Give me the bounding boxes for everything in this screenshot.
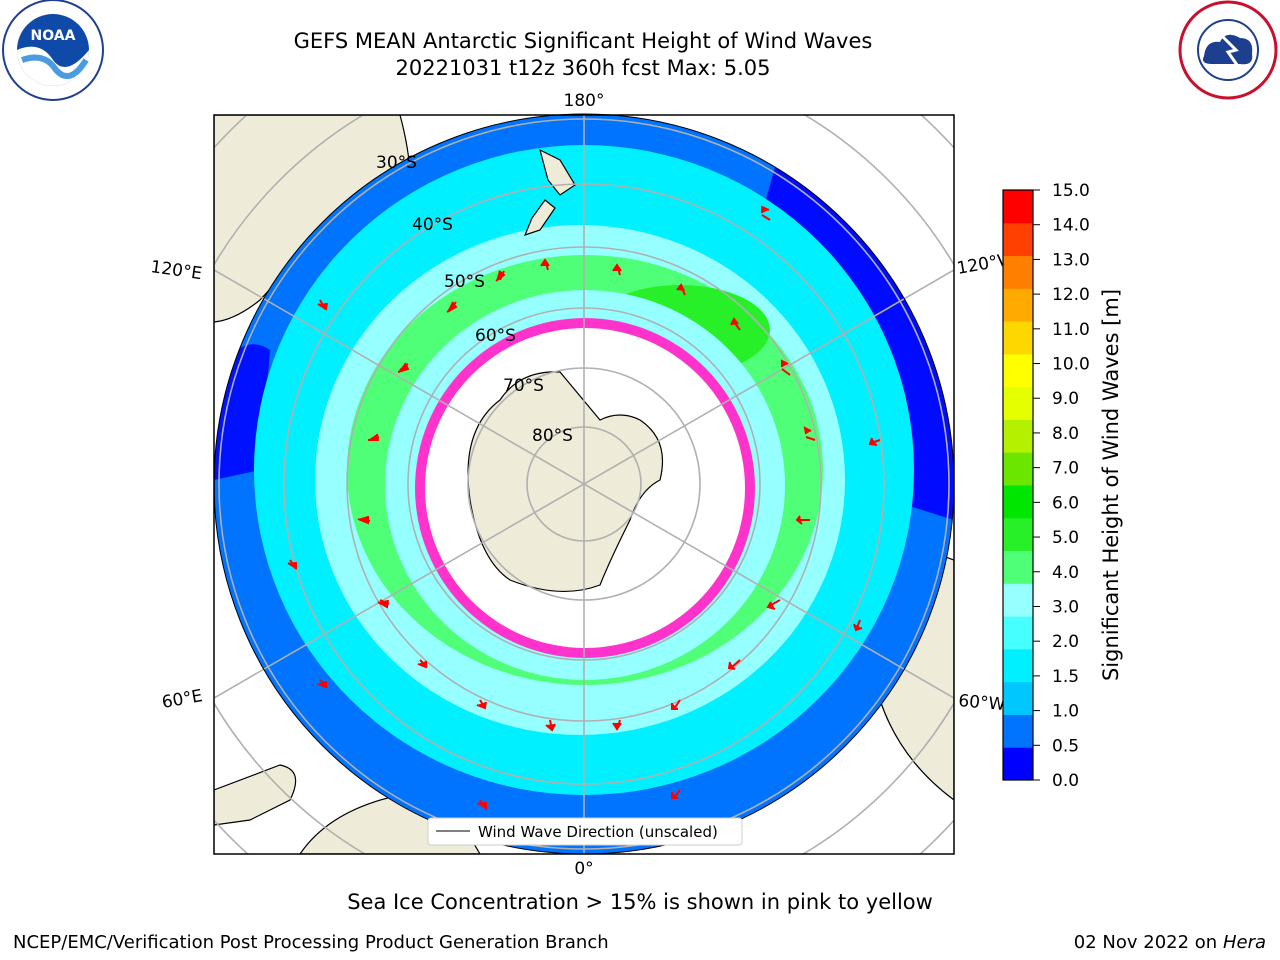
map-legend-label: Wind Wave Direction (unscaled) bbox=[478, 823, 718, 841]
colorbar: 0.0 0.5 1.0 1.5 2.0 3.0 4.0 5.0 6.0 7.0 8.0 9.0 10.0… bbox=[1002, 181, 1123, 791]
colorbar-swatch bbox=[1003, 321, 1033, 355]
colorbar-tick-label: 13.0 bbox=[1052, 250, 1090, 270]
lat-label-70s: 70°S bbox=[503, 376, 544, 396]
lat-label-80s: 80°S bbox=[532, 426, 573, 446]
credit-text: NCEP/EMC/Verification Post Processing Pr… bbox=[13, 932, 609, 953]
colorbar-tick-label: 10.0 bbox=[1052, 355, 1090, 375]
colorbar-swatch bbox=[1003, 616, 1033, 650]
run-host: Hera bbox=[1222, 932, 1266, 953]
map-title: GEFS MEAN Antarctic Significant Height o… bbox=[293, 29, 873, 53]
colorbar-tick-label: 6.0 bbox=[1052, 493, 1079, 513]
colorbar-tick-label: 0.0 bbox=[1052, 771, 1079, 791]
lat-label-30s: 30°S bbox=[376, 153, 417, 173]
noaa-logo: NOAA bbox=[2, 0, 104, 101]
colorbar-swatch bbox=[1003, 452, 1033, 486]
colorbar-tick-label: 2.0 bbox=[1052, 632, 1079, 652]
colorbar-swatch bbox=[1003, 386, 1033, 420]
colorbar-swatch bbox=[1003, 353, 1033, 388]
lat-label-40s: 40°S bbox=[412, 215, 453, 235]
lon-label-bottom: 0° bbox=[574, 859, 593, 879]
colorbar-swatch bbox=[1003, 583, 1033, 617]
run-date: 02 Nov 2022 on Hera bbox=[1074, 932, 1266, 953]
colorbar-swatch bbox=[1003, 222, 1033, 257]
colorbar-tick-label: 0.5 bbox=[1052, 736, 1079, 756]
colorbar-label: Significant Height of Wind Waves [m] bbox=[1099, 289, 1123, 681]
colorbar-tick-label: 4.0 bbox=[1052, 563, 1079, 583]
colorbar-swatch bbox=[1003, 419, 1033, 453]
colorbar-swatch bbox=[1003, 550, 1033, 584]
lat-label-50s: 50°S bbox=[444, 272, 485, 292]
colorbar-tick-label: 1.5 bbox=[1052, 667, 1079, 687]
noaa-logo-text: NOAA bbox=[31, 28, 76, 44]
map-subtitle: 20221031 t12z 360h fcst Max: 5.05 bbox=[395, 56, 771, 80]
colorbar-tick-label: 11.0 bbox=[1052, 320, 1090, 340]
colorbar-tick-label: 1.0 bbox=[1052, 702, 1079, 722]
colorbar-tick-label: 8.0 bbox=[1052, 424, 1079, 444]
lon-label-lower-right: 60°W bbox=[958, 691, 1007, 715]
colorbar-tick-label: 15.0 bbox=[1052, 181, 1090, 201]
colorbar-swatch bbox=[1003, 648, 1033, 683]
run-date-text: 02 Nov 2022 on bbox=[1073, 932, 1218, 953]
colorbar-swatch bbox=[1003, 288, 1033, 322]
colorbar-tick-label: 12.0 bbox=[1052, 285, 1090, 305]
lon-label-top: 180° bbox=[564, 91, 605, 111]
colorbar-swatch bbox=[1003, 255, 1033, 289]
colorbar-swatch bbox=[1003, 517, 1033, 552]
colorbar-swatch bbox=[1003, 747, 1033, 781]
colorbar-swatch bbox=[1003, 190, 1033, 224]
sea-ice-note: Sea Ice Concentration > 15% is shown in … bbox=[347, 890, 933, 914]
lon-label-upper-left: 120°E bbox=[149, 257, 203, 284]
colorbar-tick-label: 3.0 bbox=[1052, 597, 1079, 617]
colorbar-swatch bbox=[1003, 714, 1033, 748]
colorbar-tick-label: 14.0 bbox=[1052, 216, 1090, 236]
colorbar-tick-label: 9.0 bbox=[1052, 389, 1079, 409]
colorbar-swatch bbox=[1003, 485, 1033, 519]
colorbar-tick-label: 7.0 bbox=[1052, 459, 1079, 479]
colorbar-tick-label: 5.0 bbox=[1052, 528, 1079, 548]
lat-label-60s: 60°S bbox=[475, 326, 516, 346]
colorbar-swatch bbox=[1003, 681, 1033, 715]
nws-logo bbox=[1178, 0, 1278, 100]
lon-label-lower-left: 60°E bbox=[160, 686, 204, 713]
